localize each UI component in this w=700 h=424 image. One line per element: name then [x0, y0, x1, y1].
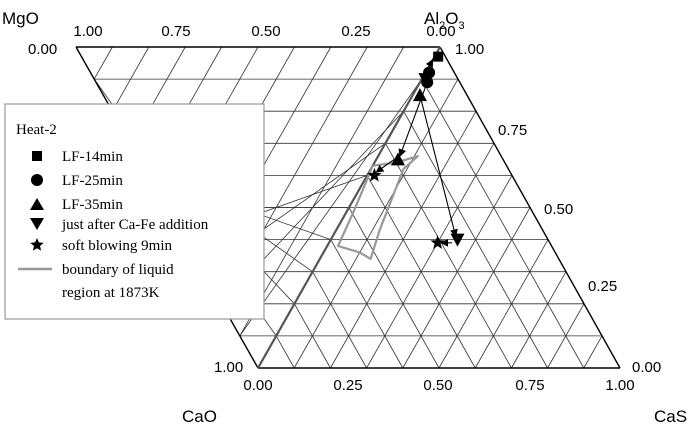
data-markers [367, 51, 465, 249]
grid-line-cas [293, 78, 459, 369]
axis-title-cao: CaO [182, 407, 217, 424]
tick-bottom-2: 0.25 [333, 377, 362, 394]
frame-right-edge [439, 46, 621, 369]
tick-top-3: 0.50 [251, 23, 280, 40]
tick-right-5: 0.00 [632, 359, 661, 376]
tick-top-left-corner: 0.00 [28, 41, 57, 58]
grid-line-mgo [112, 46, 150, 112]
legend-label-cafe: just after Ca-Fe addition [61, 217, 209, 233]
legend-label-boundary-line1: boundary of liquid [62, 262, 174, 278]
tick-bottom-left-corner: 1.00 [214, 359, 243, 376]
grid-line-cao [275, 335, 295, 369]
grid-line-cao [421, 78, 585, 369]
grid-line-cas [438, 207, 531, 369]
triangle-frame [75, 46, 621, 369]
arrow [375, 158, 395, 173]
legend-triangle-down-icon [30, 218, 44, 230]
grid-line-mgo-cross [239, 78, 423, 337]
legend-circle-icon [31, 174, 43, 186]
grid-line-cas [511, 271, 567, 369]
tick-right-4: 0.25 [588, 278, 617, 295]
point-triangle-up [412, 88, 427, 102]
point-star [367, 167, 382, 182]
grid-line-cao [403, 111, 548, 369]
grid-line-cao [385, 143, 512, 369]
legend-label-lf14: LF-14min [62, 149, 123, 165]
axis-title-cas: CaS [654, 407, 687, 424]
legend-box [4, 103, 265, 320]
tick-top-4: 0.25 [341, 23, 370, 40]
grid-line-cao [366, 175, 476, 369]
legend-triangle-up-icon [30, 198, 44, 210]
tick-bottom-5: 1.00 [605, 377, 634, 394]
grid-line-cas [366, 143, 495, 369]
grid-line-cao [294, 303, 331, 369]
boundary-line [336, 155, 419, 260]
reference-line-cao-al2o3 [257, 46, 441, 369]
arrow [419, 95, 458, 238]
legend-label-soft-blowing: soft blowing 9min [62, 238, 173, 254]
legend-title: Heat-2 [16, 122, 57, 138]
grid-line-cao [312, 271, 367, 369]
tick-top-2: 0.75 [161, 23, 190, 40]
legend: Heat-2 LF-14min LF-25min LF-35min just a… [4, 103, 265, 320]
grid-line-cas [583, 335, 603, 369]
tick-right-1: 1.00 [455, 41, 484, 58]
point-star [430, 235, 445, 249]
point-triangle-up [391, 152, 406, 166]
point-triangle-down [450, 233, 465, 247]
legend-square-icon [32, 151, 42, 161]
legend-label-boundary-line2: region at 1873K [62, 285, 160, 301]
tick-right-2: 0.75 [498, 122, 527, 139]
legend-star-icon [30, 238, 44, 251]
tick-bottom-1: 0.00 [243, 377, 272, 394]
liquid-boundary [336, 155, 419, 260]
point-triangle-down [418, 73, 433, 87]
tick-bottom-4: 0.75 [515, 377, 544, 394]
grid-line-cao [330, 239, 404, 369]
axis-title-mgo: MgO [2, 9, 39, 28]
legend-label-lf35: LF-35min [62, 197, 123, 213]
tick-top-1: 1.00 [73, 23, 102, 40]
reference-line [257, 46, 441, 369]
legend-label-lf25: LF-25min [62, 173, 123, 189]
tick-right-3: 0.50 [544, 201, 573, 218]
axis-title-al2o3: Al2O3 [424, 9, 465, 32]
tick-top-5: 0.00 [426, 23, 455, 40]
point-square [433, 51, 444, 62]
grid-line-mgo [93, 46, 113, 80]
tick-bottom-3: 0.50 [423, 377, 452, 394]
grid-line-cao [348, 207, 440, 369]
